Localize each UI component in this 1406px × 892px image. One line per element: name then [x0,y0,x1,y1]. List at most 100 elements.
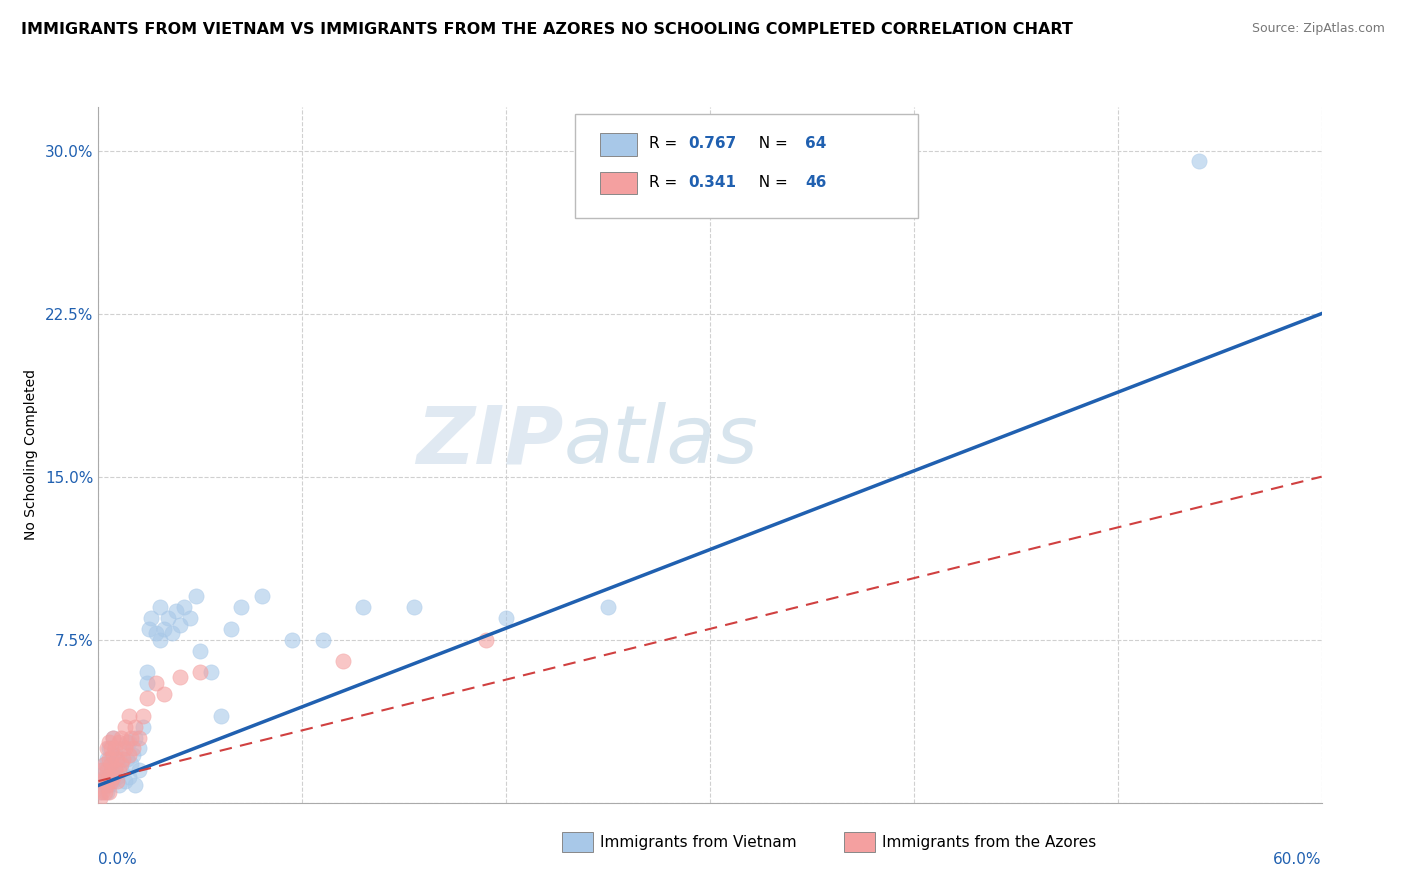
Point [165,605,187,619]
Point [122,747,145,762]
Point [149,600,172,615]
Point [169,670,191,684]
Point [97,785,120,799]
Point [169,617,191,632]
Point [231,600,253,615]
Point [104,741,127,756]
Point [96,752,118,766]
Point [474,632,498,647]
Point [145,676,167,690]
Point [108,752,131,766]
Point [352,600,374,615]
Point [110,731,132,745]
Point [91,774,114,789]
Point [115,735,138,749]
Text: 46: 46 [806,175,827,190]
Point [179,611,201,625]
Point [120,731,142,745]
Point [281,632,304,647]
Text: 64: 64 [806,136,827,152]
Point [120,756,142,771]
Point [128,763,150,777]
Point [250,589,273,603]
Point [114,720,136,734]
Point [104,763,127,777]
Point [89,791,111,805]
Point [1188,154,1211,169]
Point [209,708,232,723]
Point [97,763,120,777]
Point [96,778,118,792]
Point [101,731,124,745]
Point [124,778,146,792]
Text: Immigrants from the Azores: Immigrants from the Azores [882,835,1095,849]
Point [97,778,120,792]
Point [91,774,114,789]
Point [110,756,132,771]
Point [108,778,131,792]
Point [104,763,127,777]
Point [96,741,118,756]
Point [114,741,136,756]
Point [100,770,122,784]
Point [101,774,124,789]
Point [136,691,159,706]
Point [93,770,115,784]
Point [110,763,132,777]
Point [118,747,141,762]
Point [404,600,426,615]
Point [114,774,136,789]
Point [96,774,118,789]
Point [96,763,118,777]
Point [105,774,128,789]
Point [101,770,124,784]
Point [91,763,114,777]
Point [312,632,335,647]
Point [186,589,208,603]
Point [141,611,163,625]
Point [152,687,174,701]
Point [152,622,174,636]
Point [97,741,120,756]
Bar [600,172,637,194]
Point [128,741,150,756]
Point [128,731,150,745]
Point [100,774,122,789]
Text: R =: R = [648,136,682,152]
Text: R =: R = [648,175,682,190]
Point [97,770,120,784]
Point [115,752,138,766]
Point [219,622,242,636]
Text: Immigrants from Vietnam: Immigrants from Vietnam [600,835,797,849]
Point [97,752,120,766]
Text: 0.341: 0.341 [688,175,735,190]
Point [105,752,128,766]
Point [138,622,160,636]
Point [122,741,145,756]
Text: ZIP: ZIP [416,402,564,480]
Point [188,665,212,680]
Point [100,741,122,756]
Point [136,676,159,690]
Y-axis label: No Schooling Completed: No Schooling Completed [24,369,38,541]
Point [93,770,115,784]
Point [332,655,354,669]
Point [118,708,141,723]
Point [124,731,146,745]
Bar [600,134,637,156]
Point [136,665,159,680]
Text: 60.0%: 60.0% [1274,852,1322,866]
Point [160,626,183,640]
Point [200,665,222,680]
Point [93,778,115,792]
Point [89,785,111,799]
Point [149,632,172,647]
Point [97,735,120,749]
Text: 0.767: 0.767 [688,136,737,152]
Point [132,708,155,723]
Text: Source: ZipAtlas.com: Source: ZipAtlas.com [1251,22,1385,36]
Point [108,735,131,749]
Point [495,611,517,625]
Text: N =: N = [749,136,793,152]
FancyBboxPatch shape [575,114,918,219]
